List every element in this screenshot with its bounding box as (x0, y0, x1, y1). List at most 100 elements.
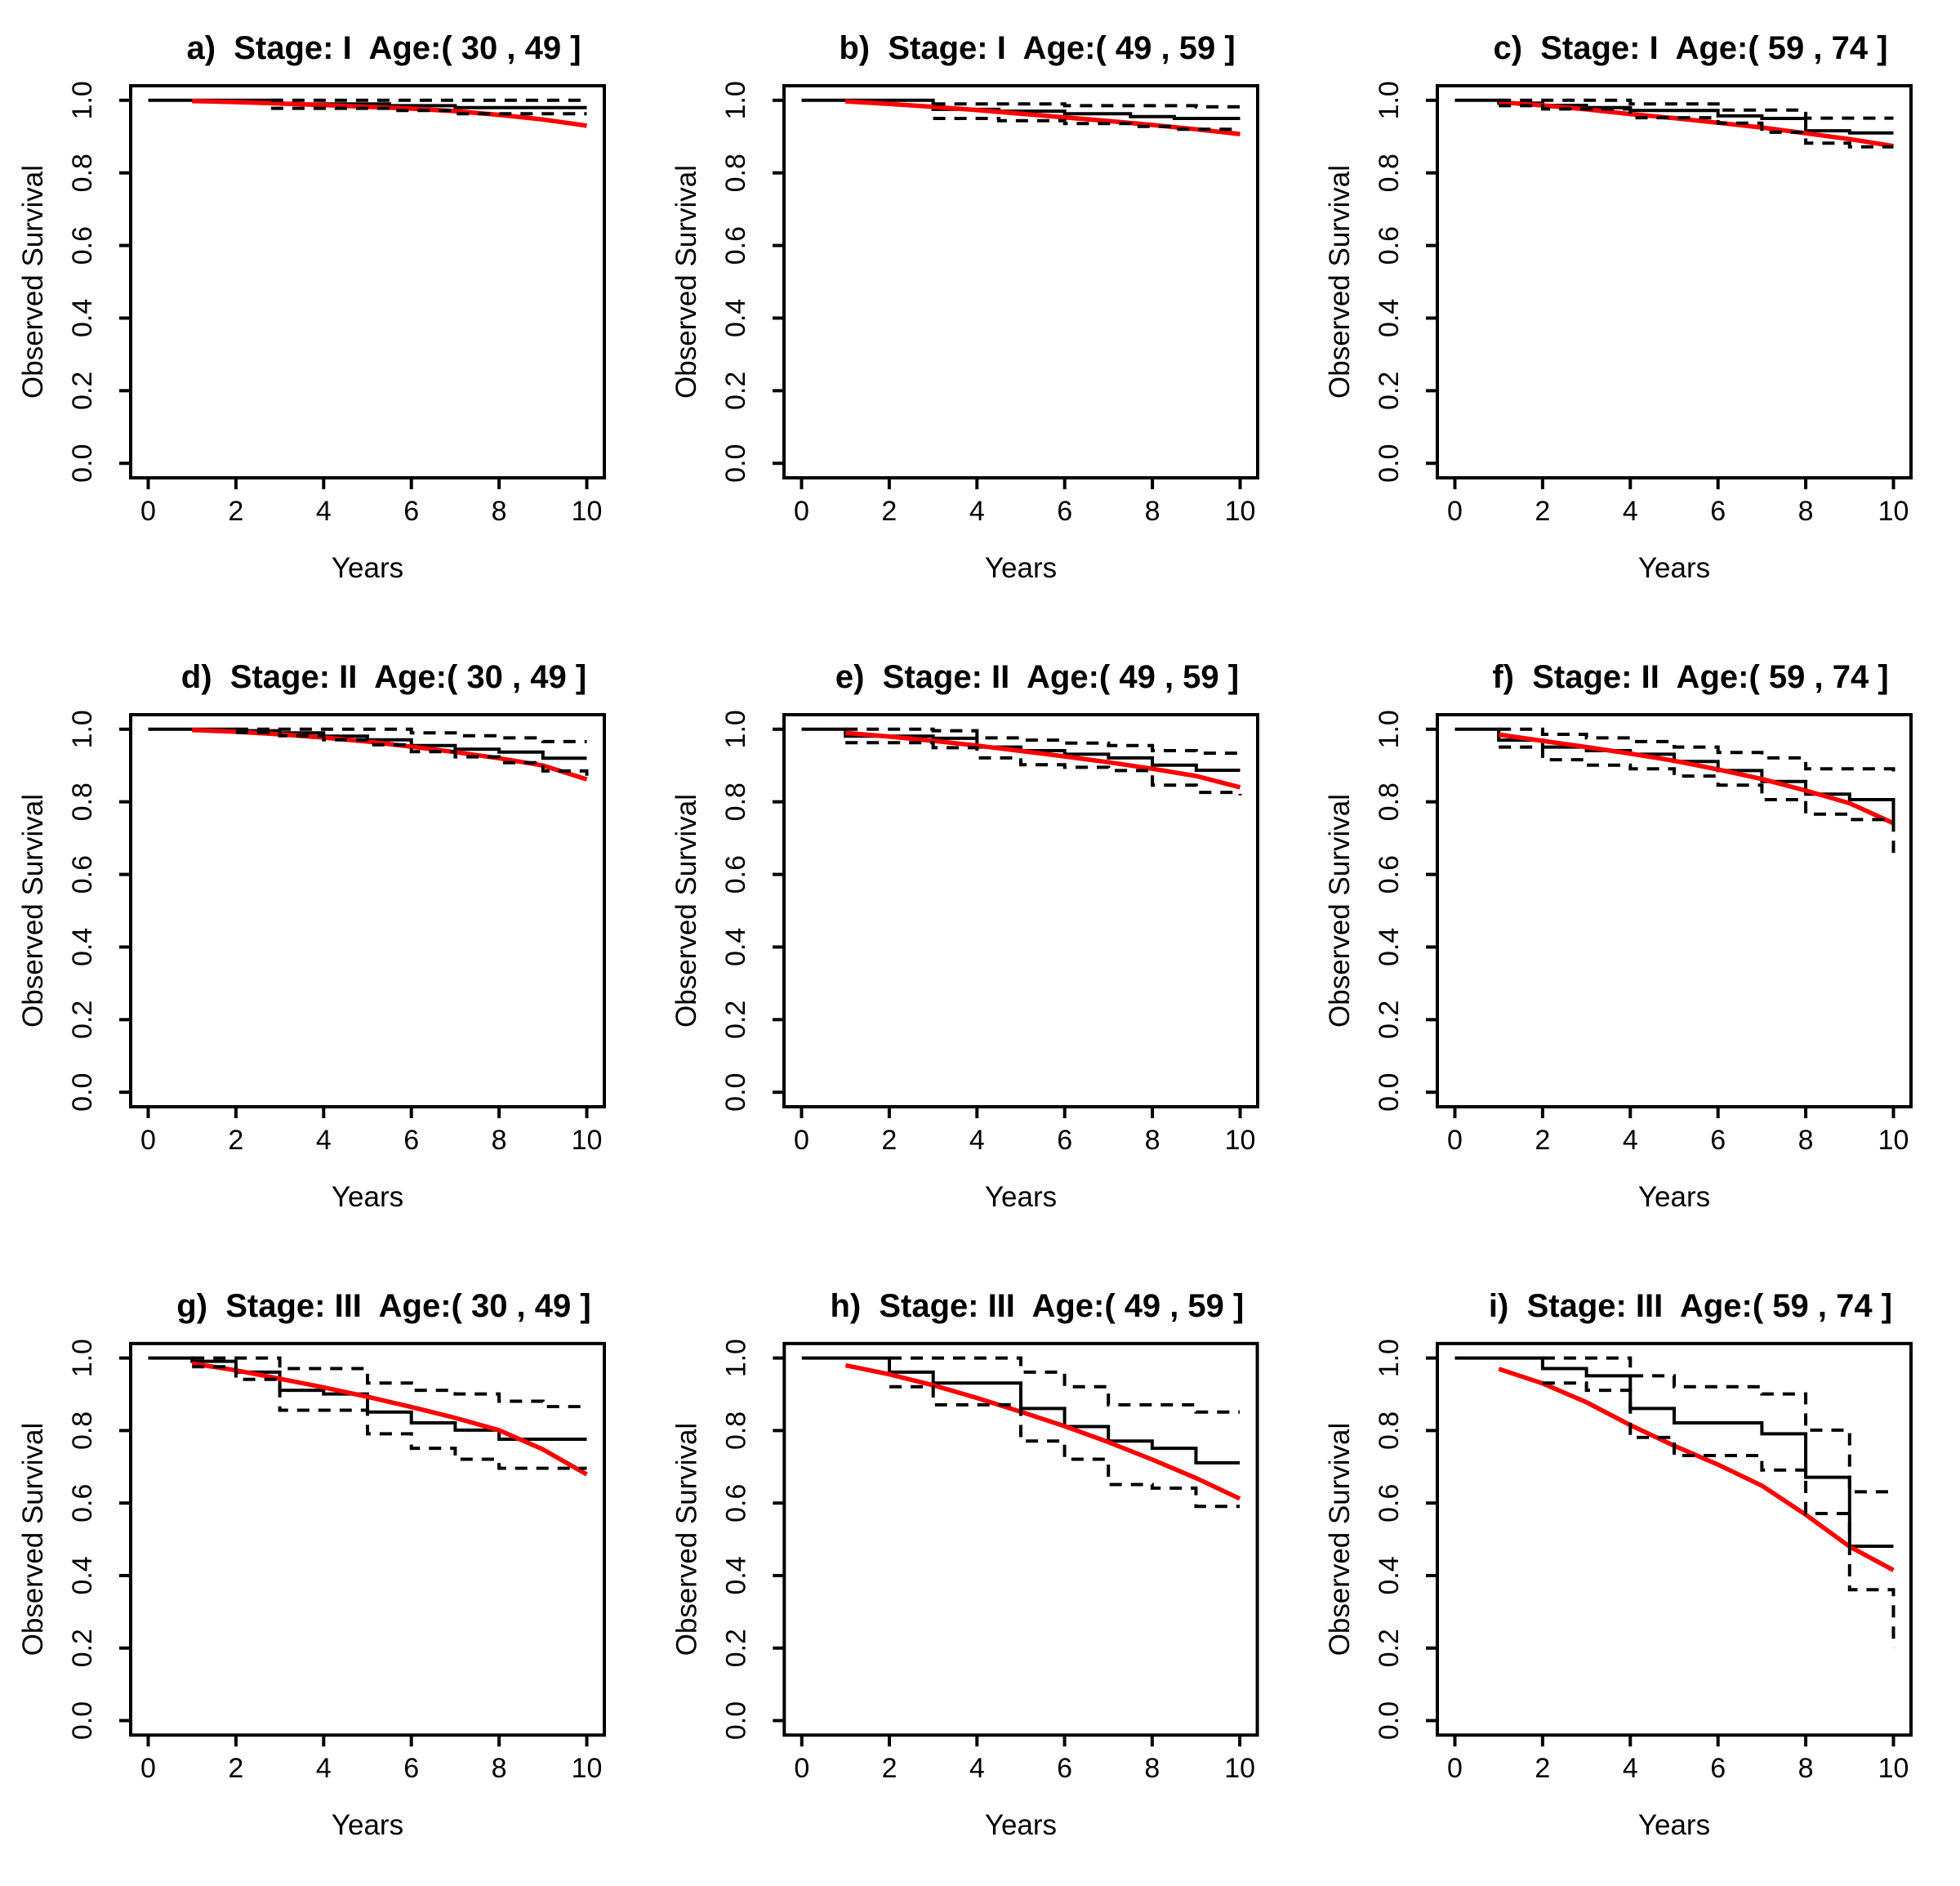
ci-lower-curve (1499, 104, 1894, 149)
ci-lower-curve (933, 117, 1241, 132)
x-tick-label: 4 (1623, 1125, 1638, 1156)
x-tick-label: 6 (1710, 496, 1726, 527)
panel-title: f) Stage: II Age:( 59 , 74 ] (1492, 659, 1888, 695)
y-axis-label: Observed Survival (17, 794, 49, 1028)
panel-i: i) Stage: III Age:( 59 , 74 ] 0 2 4 6 8 10 0.0 0… (1307, 1258, 1960, 1886)
x-tick-label: 2 (228, 496, 243, 527)
y-tick-label: 0.2 (720, 1001, 751, 1039)
x-tick-label: 6 (1057, 1125, 1072, 1156)
ci-upper-curve (192, 1356, 587, 1409)
ci-lower-curve (192, 1365, 587, 1470)
y-tick-label: 0.2 (1374, 372, 1405, 410)
y-tick-label: 0.4 (67, 928, 98, 966)
x-tick-label: 2 (881, 1125, 897, 1156)
expected-survival-curve (1498, 100, 1894, 149)
y-tick-label: 0.4 (720, 299, 751, 337)
observed-km-curve (1454, 1356, 1894, 1548)
x-tick-label: 0 (794, 496, 809, 527)
x-tick-label: 0 (794, 1753, 809, 1784)
x-tick-label: 0 (140, 1125, 156, 1156)
x-tick-label: 4 (316, 1125, 332, 1156)
y-axis-label: Observed Survival (670, 794, 702, 1028)
plot-box (1436, 1341, 1913, 1737)
panel-a: a) Stage: I Age:( 30 , 49 ] 0 2 4 6 8 10 0.0 0.2… (0, 0, 653, 629)
x-tick-label: 10 (572, 1125, 603, 1156)
observed-km-curve (148, 727, 587, 760)
y-axis-label: Observed Survival (17, 165, 49, 399)
y-tick-label: 0.4 (1374, 1556, 1405, 1594)
x-tick-label: 2 (1535, 496, 1550, 527)
observed-km-curve (801, 727, 1241, 772)
y-tick-label: 0.8 (1374, 1411, 1405, 1450)
y-tick-label: 0.2 (67, 372, 98, 410)
x-tick-label: 2 (1535, 1125, 1550, 1156)
ci-upper-curve (235, 727, 587, 743)
x-tick-label: 10 (572, 1753, 603, 1784)
x-tick-label: 4 (969, 1753, 985, 1784)
plot-box (129, 1341, 606, 1737)
y-tick-label: 0.8 (67, 154, 98, 192)
x-tick-label: 8 (1798, 1753, 1814, 1784)
ci-upper-curve (933, 102, 1241, 109)
x-tick-label: 8 (492, 1125, 507, 1156)
y-tick-label: 0.8 (1374, 154, 1405, 192)
y-tick-label: 1.0 (67, 81, 98, 119)
x-axis-label: Years (332, 1181, 403, 1213)
y-tick-label: 0.4 (67, 299, 98, 337)
x-tick-label: 8 (1144, 1753, 1160, 1784)
panel-g: g) Stage: III Age:( 30 , 49 ] 0 2 4 6 8 10 0.0 0… (0, 1258, 653, 1886)
y-tick-label: 0.6 (67, 226, 98, 265)
y-tick-label: 0.2 (67, 1001, 98, 1039)
panel-c: c) Stage: I Age:( 59 , 74 ] 0 2 4 6 8 10 0.0 0.2… (1307, 0, 1960, 629)
expected-survival-curve (844, 730, 1241, 790)
y-tick-label: 0.0 (720, 1073, 751, 1112)
x-tick-label: 6 (1057, 496, 1072, 527)
ci-upper-curve (1542, 1356, 1894, 1494)
expected-survival-curve (1498, 732, 1895, 826)
ci-upper-curve (1499, 727, 1895, 773)
panel-title: c) Stage: I Age:( 59 , 74 ] (1493, 30, 1887, 66)
x-tick-label: 0 (140, 1753, 156, 1784)
x-tick-label: 8 (1145, 496, 1160, 527)
x-tick-label: 10 (1878, 496, 1909, 527)
plot-box (1436, 84, 1913, 479)
survival-plot-g: g) Stage: III Age:( 30 , 49 ] 0 2 4 6 8 10 0.0 0… (17, 1288, 606, 1841)
x-tick-label: 6 (403, 496, 419, 527)
y-tick-label: 1.0 (1374, 710, 1405, 748)
x-axis-label: Years (985, 1181, 1057, 1213)
x-tick-label: 4 (316, 496, 332, 527)
y-tick-label: 0.8 (720, 782, 751, 821)
survival-plot-h: h) Stage: III Age:( 49 , 59 ] 0 2 4 6 8 10 0.0 0… (670, 1288, 1259, 1841)
x-tick-label: 4 (969, 1125, 985, 1156)
y-axis-label: Observed Survival (17, 1423, 49, 1656)
y-tick-label: 0.6 (1374, 1484, 1405, 1523)
y-tick-label: 0.8 (1374, 782, 1405, 821)
x-axis-label: Years (1638, 1181, 1710, 1213)
x-axis-label: Years (985, 1809, 1057, 1841)
y-tick-label: 0.6 (1374, 226, 1405, 265)
y-tick-label: 0.6 (720, 226, 751, 265)
x-tick-label: 8 (1798, 496, 1814, 527)
y-tick-label: 0.0 (1374, 444, 1405, 483)
survival-plot-d: d) Stage: II Age:( 30 , 49 ] 0 2 4 6 8 10 0.0 0.… (17, 659, 606, 1213)
panel-title: a) Stage: I Age:( 30 , 49 ] (186, 30, 581, 66)
x-axis-label: Years (332, 552, 403, 584)
panel-title: e) Stage: II Age:( 49 , 59 ] (835, 659, 1239, 695)
x-tick-label: 4 (1623, 1753, 1638, 1784)
x-tick-label: 10 (1224, 1753, 1255, 1784)
y-tick-label: 0.0 (1374, 1073, 1405, 1112)
x-tick-label: 10 (1225, 1125, 1256, 1156)
x-tick-label: 0 (1447, 1125, 1463, 1156)
expected-survival-curve (845, 99, 1241, 136)
x-tick-label: 6 (403, 1125, 419, 1156)
ci-upper-curve (1499, 98, 1894, 120)
y-tick-label: 1.0 (720, 1339, 751, 1377)
panel-f: f) Stage: II Age:( 59 , 74 ] 0 2 4 6 8 10 0.0 0.… (1307, 629, 1960, 1258)
y-tick-label: 0.6 (67, 855, 98, 894)
panel-title: g) Stage: III Age:( 30 , 49 ] (176, 1288, 590, 1324)
survival-plot-f: f) Stage: II Age:( 59 , 74 ] 0 2 4 6 8 10 0.0 0.… (1324, 659, 1913, 1213)
x-tick-label: 10 (1225, 496, 1256, 527)
y-tick-label: 0.0 (67, 1073, 98, 1112)
y-tick-label: 0.6 (720, 1484, 751, 1523)
y-tick-label: 0.8 (720, 1411, 751, 1450)
